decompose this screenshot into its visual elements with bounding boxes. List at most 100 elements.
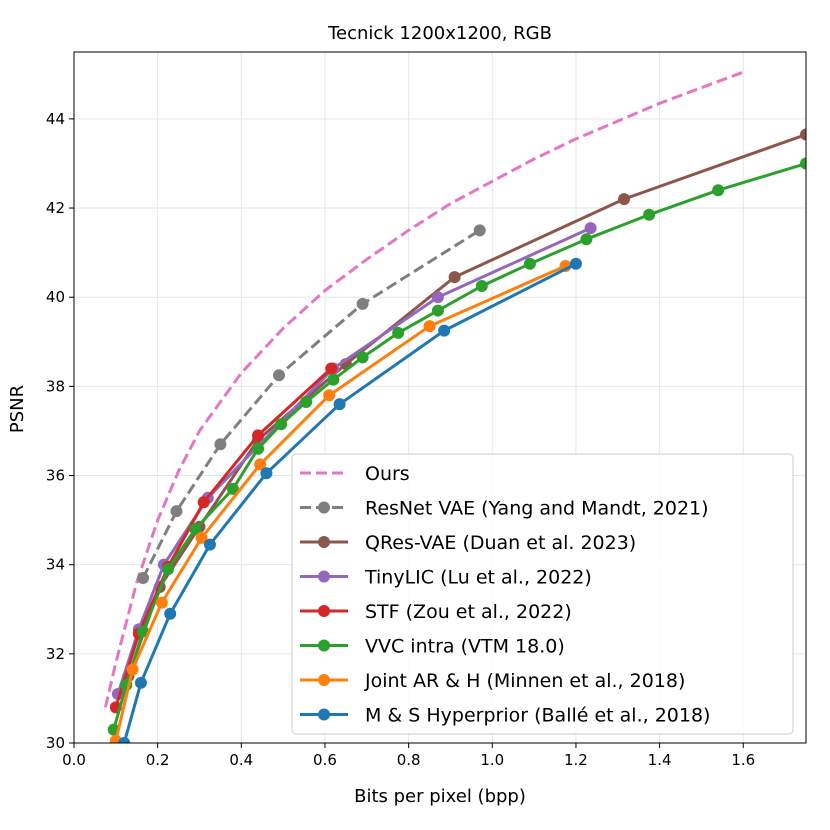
data-point (170, 505, 183, 518)
legend-item: Ours (300, 463, 410, 485)
x-axis-label: Bits per pixel (bpp) (354, 786, 526, 807)
legend-marker (318, 570, 330, 583)
x-tick-label: 0.0 (62, 751, 86, 769)
chart-title: Tecnick 1200x1200, RGB (327, 23, 552, 44)
y-tick-label: 38 (46, 377, 65, 395)
data-point (300, 395, 313, 408)
data-point (272, 369, 285, 382)
data-point (475, 280, 488, 293)
data-point (252, 442, 265, 455)
x-tick-label: 0.4 (229, 751, 253, 769)
data-point (580, 233, 593, 246)
data-point (164, 607, 177, 620)
legend-item: QRes-VAE (Duan et al. 2023) (300, 532, 636, 554)
x-tick-label: 1.2 (564, 751, 588, 769)
data-point (260, 467, 273, 480)
series-7 (118, 257, 582, 743)
data-point (618, 193, 631, 206)
legend-item: ResNet VAE (Yang and Mandt, 2021) (300, 498, 709, 520)
series-6 (109, 259, 572, 743)
x-tick-label: 0.6 (313, 751, 337, 769)
data-point (431, 291, 444, 304)
data-point (356, 351, 369, 364)
y-tick-label: 44 (46, 110, 65, 128)
data-point (800, 157, 806, 170)
legend: Ours ResNet VAE (Yang and Mandt, 2021) QRe… (291, 453, 794, 735)
legend-label: TinyLIC (Lu et al., 2022) (364, 567, 592, 589)
legend-marker (318, 674, 330, 686)
legend-marker (318, 536, 330, 548)
legend-marker (318, 639, 330, 652)
data-point (254, 458, 267, 471)
data-point (712, 184, 725, 197)
legend-label: ResNet VAE (Yang and Mandt, 2021) (365, 498, 709, 520)
data-point (197, 496, 210, 509)
data-point (327, 373, 340, 386)
legend-item: VVC intra (VTM 18.0) (300, 636, 565, 658)
data-point (438, 324, 451, 337)
data-point (800, 128, 806, 141)
data-point (275, 418, 288, 431)
series-line (114, 264, 567, 742)
series-line (141, 229, 481, 579)
legend-marker (318, 501, 330, 514)
data-point (584, 222, 597, 235)
series-0 (103, 70, 744, 708)
data-point (189, 523, 202, 536)
data-point (325, 362, 338, 375)
legend-label: QRes-VAE (Duan et al. 2023) (365, 532, 636, 554)
y-tick-label: 42 (46, 199, 65, 217)
legend-label: M & S Hyperprior (Ballé et al., 2018) (365, 705, 710, 727)
data-point (448, 271, 461, 284)
series-1 (137, 224, 486, 585)
legend-item: Joint AR & H (Minnen et al., 2018) (300, 670, 685, 692)
data-point (523, 257, 536, 270)
legend-marker (318, 605, 330, 617)
x-tick-label: 1.6 (731, 751, 755, 769)
data-point (137, 625, 150, 638)
series-line (103, 70, 744, 708)
data-point (252, 429, 265, 442)
data-point (226, 482, 239, 495)
data-point (423, 320, 436, 333)
data-point (162, 563, 175, 576)
data-point (323, 389, 336, 402)
y-tick-label: 40 (46, 288, 65, 306)
data-point (155, 596, 168, 609)
data-point (473, 224, 486, 237)
legend-item: STF (Zou et al., 2022) (300, 601, 572, 623)
data-point (643, 208, 656, 221)
data-point (118, 737, 131, 743)
data-point (137, 572, 150, 585)
plot-frame (73, 51, 807, 744)
series-line (122, 262, 577, 743)
data-point (134, 676, 147, 689)
x-tick-label: 0.8 (397, 751, 421, 769)
data-point (356, 297, 369, 310)
legend-label: Joint AR & H (Minnen et al., 2018) (364, 670, 685, 692)
legend-label: Ours (365, 463, 410, 485)
series-layer (103, 70, 806, 743)
x-tick-label: 0.2 (146, 751, 170, 769)
data-point (203, 538, 216, 551)
data-point (214, 438, 227, 451)
data-point (195, 531, 208, 544)
x-tick-label: 1.0 (480, 751, 504, 769)
data-point (392, 326, 405, 339)
y-tick-label: 34 (46, 556, 65, 574)
data-point (569, 257, 582, 270)
y-axis-label: PSNR (7, 385, 28, 433)
legend-label: VVC intra (VTM 18.0) (365, 636, 565, 658)
series-line (114, 367, 333, 708)
axis-ticks: 0.0 0.2 0.4 0.6 0.8 1.0 1.2 1.4 1.6 30 32 34 36 38 40 4… (46, 110, 755, 769)
legend-item: TinyLIC (Lu et al., 2022) (300, 567, 592, 589)
y-tick-label: 32 (46, 645, 65, 663)
x-tick-label: 1.4 (648, 751, 672, 769)
data-point (431, 304, 444, 317)
y-tick-label: 36 (46, 467, 65, 485)
legend-box (291, 453, 794, 735)
legend-item: M & S Hyperprior (Ballé et al., 2018) (300, 705, 710, 727)
legend-marker (318, 708, 330, 721)
y-tick-label: 30 (46, 734, 65, 752)
